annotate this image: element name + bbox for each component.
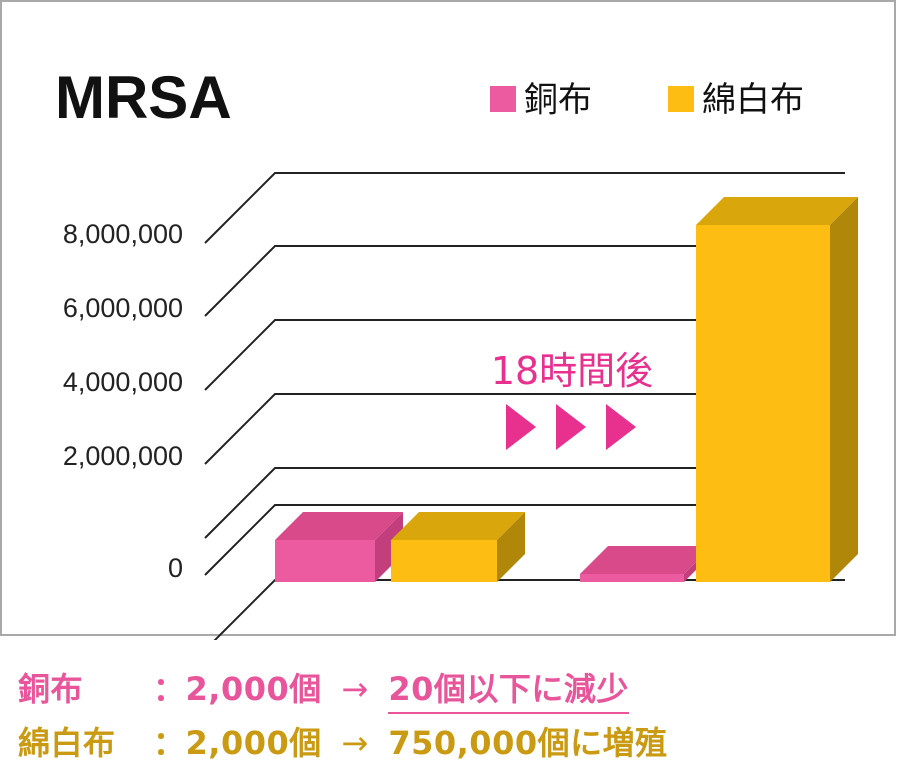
annotation-arrow-1 [506,404,536,450]
gridline-5 [204,467,845,539]
summary-copper-initial: 2,000個 [185,670,322,708]
summary-cotton-arrow: → [341,724,369,762]
chart-title: MRSA [55,64,232,131]
summary-copper-line: 銅布 ：2,000個 → 20個以下に減少 [18,664,629,714]
bar-cotton-1-side [497,512,525,582]
bar-copper-1-side [375,512,403,582]
y-tick-label-1: 0 [168,553,183,583]
summary-copper-label: 銅布 [18,670,84,708]
legend-label-1: 銅布 [524,80,592,120]
summary-copper-result: 20個以下に減少 [388,664,629,714]
gridline-7 [213,579,845,640]
annotation-arrow-2 [556,404,586,450]
bar-cotton-2-side [830,197,858,582]
summary-cotton-line: 綿白布 ：2,000個 → 750,000個に増殖 [18,718,668,764]
legend-swatch-1 [490,86,516,112]
bar-cotton-2 [696,225,830,582]
y-tick-label-4: 6,000,000 [63,293,183,323]
y-tick-label-5: 8,000,000 [63,219,183,249]
gridline-2 [204,245,845,317]
gridline-6 [204,504,845,576]
mrsa-chart: MRSA 銅布 綿白布 0 2,000,000 4,000,000 6,000,000 8,0… [55,64,858,640]
bar-cotton-1-top [391,512,525,540]
legend-label-2: 綿白布 [702,80,804,120]
bar-copper-2 [580,574,684,582]
gridline-3 [204,319,845,391]
bar-copper-2-top [580,546,712,574]
gridline-4 [204,393,845,465]
y-tick-label-2: 2,000,000 [63,441,183,471]
bar-copper-1-top [275,512,403,540]
summary-copper-arrow: → [341,670,369,708]
bar-copper-1 [275,540,375,582]
annotation-arrow-3 [606,404,636,450]
gridline-1 [204,172,845,244]
summary-cotton-colon: ： [153,724,186,762]
summary-cotton-result: 750,000個に増殖 [388,724,668,762]
annotation-text: 18時間後 [491,349,653,393]
summary-copper-colon: ： [153,670,186,708]
summary-cotton-label: 綿白布 [18,724,116,762]
legend-swatch-2 [668,86,694,112]
bar-cotton-2-top [696,197,858,225]
bar-cotton-1 [391,540,497,582]
summary-cotton-initial: 2,000個 [185,724,322,762]
y-tick-label-3: 4,000,000 [63,367,183,397]
